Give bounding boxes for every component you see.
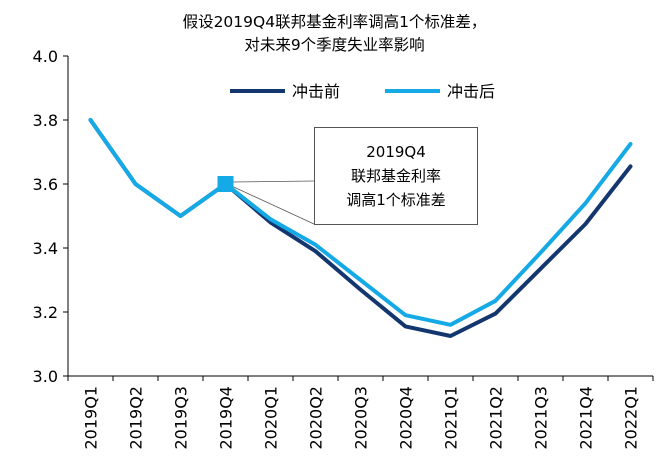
annotation-leader-lines <box>231 180 315 225</box>
legend-label-after: 冲击后 <box>447 82 495 101</box>
axes: 3.0 3.2 3.4 3.6 3.8 4.0 2019Q1 2019Q2 2019Q3 2019… <box>33 47 654 450</box>
x-tick-label: 2020Q1 <box>262 386 281 450</box>
chart-title-line1: 假设2019Q4联邦基金利率调高1个标准差， <box>182 13 487 31</box>
series-lines <box>88 118 633 338</box>
y-tick-label: 3.6 <box>33 175 58 194</box>
x-tick-label: 2021Q2 <box>487 386 506 450</box>
y-tick-label: 3.8 <box>33 111 58 130</box>
x-tick-label: 2022Q1 <box>622 386 641 450</box>
legend-label-before: 冲击前 <box>292 82 340 101</box>
x-tick-label: 2019Q4 <box>217 386 236 450</box>
x-tick-label: 2021Q4 <box>577 386 596 450</box>
annotation-box: 2019Q4 联邦基金利率 调高1个标准差 <box>314 127 478 225</box>
x-tick-label: 2019Q2 <box>127 386 146 450</box>
annotation-line2: 联邦基金利率 <box>350 167 441 185</box>
shock-marker <box>217 176 234 192</box>
annotation-line1: 2019Q4 <box>366 143 426 161</box>
marker-layer <box>217 176 234 192</box>
y-tick-label: 3.4 <box>33 239 58 258</box>
x-tick-label: 2020Q3 <box>352 386 371 450</box>
x-tick-label: 2021Q1 <box>442 386 461 450</box>
y-tick-label: 3.2 <box>33 303 58 322</box>
x-tick-label: 2020Q2 <box>307 386 326 450</box>
x-tick-label: 2020Q4 <box>397 386 416 450</box>
legend: 冲击前 冲击后 <box>230 82 495 101</box>
x-tick-label: 2021Q3 <box>532 386 551 450</box>
chart-title-line2: 对未来9个季度失业率影响 <box>244 36 425 54</box>
series-line-after <box>88 118 633 327</box>
leader-line-upper <box>231 180 315 183</box>
x-tick-label: 2019Q1 <box>82 386 101 450</box>
leader-line-lower <box>231 185 315 225</box>
y-tick-label: 4.0 <box>33 47 58 66</box>
annotation-line3: 调高1个标准差 <box>346 191 446 209</box>
y-tick-label: 3.0 <box>33 367 58 386</box>
x-tick-label: 2019Q3 <box>172 386 191 450</box>
